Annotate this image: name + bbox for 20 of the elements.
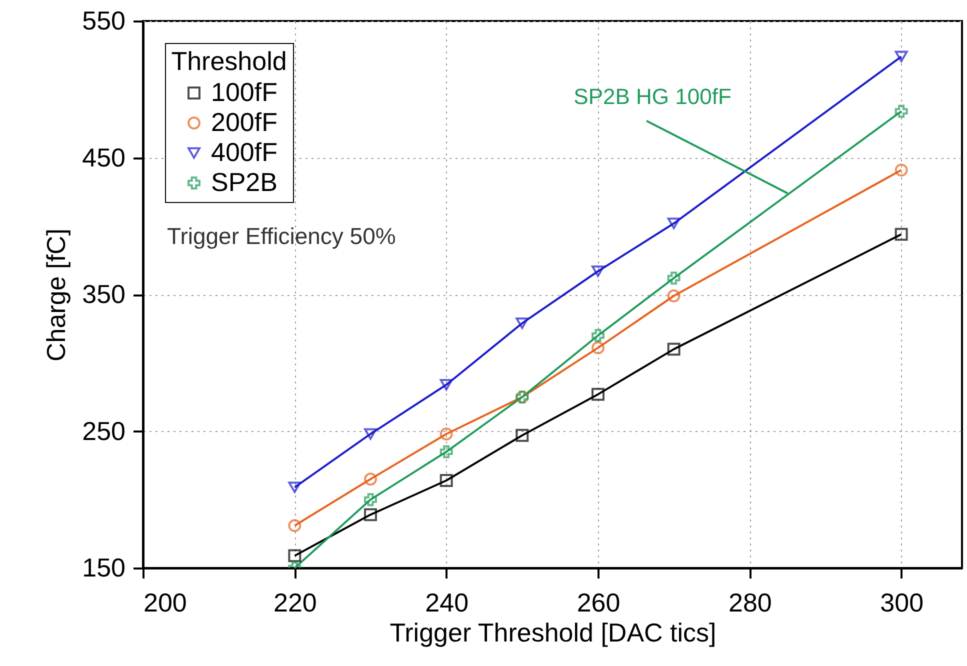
x-tick-label: 220 <box>273 588 317 618</box>
y-tick-label: 150 <box>82 552 126 582</box>
legend-title: Threshold <box>171 46 287 76</box>
y-tick-label: 450 <box>82 142 126 172</box>
x-tick-label: 260 <box>576 588 620 618</box>
legend-label: 200fF <box>211 107 278 137</box>
x-axis-title: Trigger Threshold [DAC tics] <box>390 618 716 648</box>
annotation: SP2B HG 100fF <box>574 84 732 109</box>
x-tick-label: 240 <box>425 588 469 618</box>
x-tick-label: 280 <box>728 588 772 618</box>
y-tick-label: 250 <box>82 416 126 446</box>
y-tick-label: 350 <box>82 279 126 309</box>
legend-label: 400fF <box>211 137 278 167</box>
x-tick-label: 200 <box>144 588 187 618</box>
x-tick-label: 300 <box>880 588 924 618</box>
y-axis-title: Charge [fC] <box>41 228 72 362</box>
legend-label: 100fF <box>211 77 278 107</box>
legend-label: SP2B <box>211 167 278 197</box>
annotation: Trigger Efficiency 50% <box>167 223 396 249</box>
y-tick-label: 550 <box>82 6 126 36</box>
